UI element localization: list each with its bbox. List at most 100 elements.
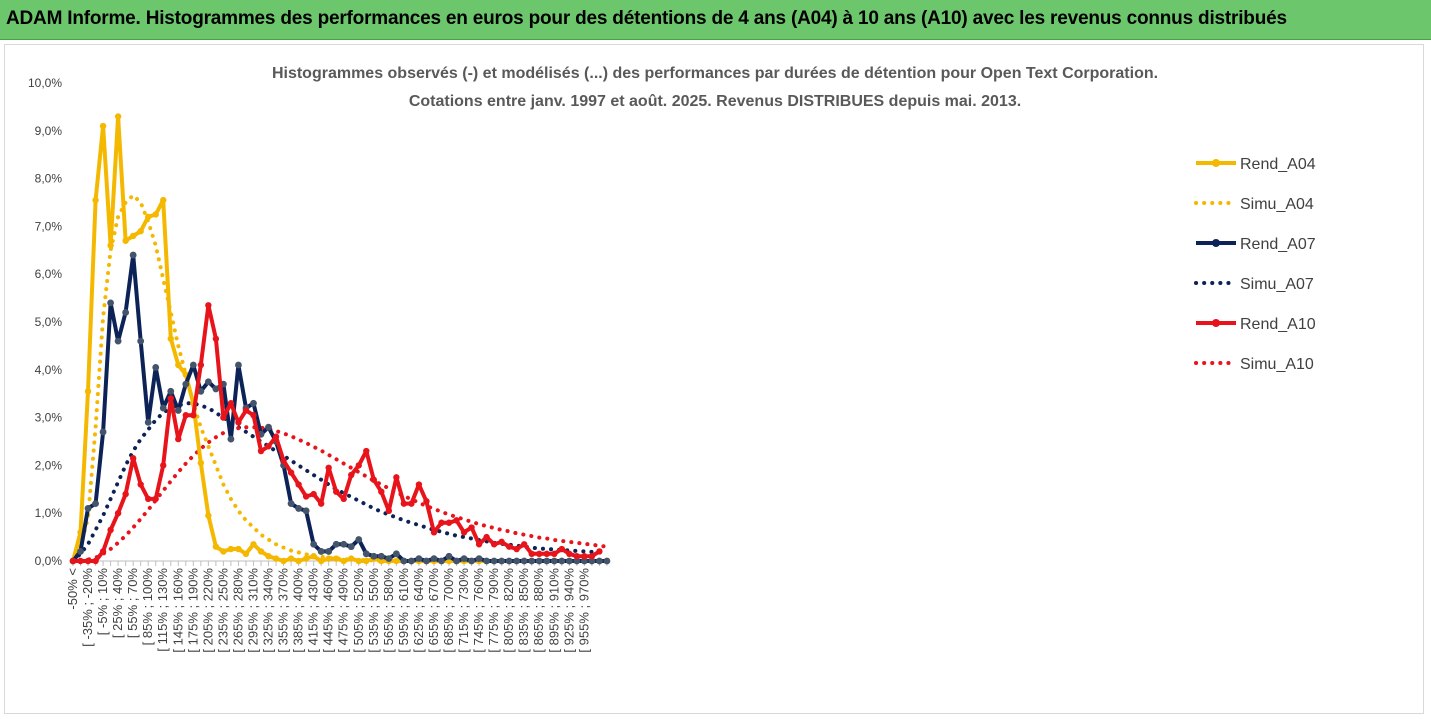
data-point [250,412,257,419]
data-point [430,529,438,536]
data-point [137,227,144,235]
y-tick-label: 6,0% [35,267,63,281]
data-point [588,553,596,560]
data-point [438,557,445,565]
data-point [84,557,92,565]
data-point [92,196,99,204]
data-point [114,113,122,120]
data-point [145,213,152,221]
data-point [235,419,242,426]
data-point [385,555,393,563]
data-point [438,519,445,526]
data-point [310,540,318,548]
data-point [340,495,347,503]
y-tick-label: 3,0% [35,411,63,425]
data-point [302,555,310,562]
data-point [272,433,280,440]
data-point [415,481,423,488]
x-tick-label: [ 175% ; 190% [185,568,200,653]
data-point [227,545,235,553]
data-point [468,524,475,531]
data-point [378,557,385,565]
data-point [197,459,205,467]
data-point [393,557,400,565]
data-point [415,555,423,563]
data-point [295,557,302,565]
data-point [137,481,144,488]
data-point [535,557,543,565]
chart-title: Histogrammes observés (-) et modélisés (… [272,65,1158,82]
y-tick-label: 0,0% [35,554,63,568]
data-point [174,407,182,414]
data-point [159,404,167,412]
x-tick-label: [ 655% ; 670% [426,568,441,653]
data-point [565,557,573,565]
data-point [204,378,212,386]
data-point [603,557,611,565]
x-tick-label: [ 775% ; 790% [486,568,501,653]
x-tick-label: [ 535% ; 550% [366,568,381,653]
data-point [355,557,362,565]
data-point [355,536,363,543]
data-point [370,476,377,483]
x-tick-label: [ 925% ; 940% [561,568,576,653]
data-point [393,474,400,481]
y-tick-label: 4,0% [35,363,63,377]
data-point [588,557,596,565]
data-point [558,557,566,565]
data-point [295,505,302,512]
data-point [348,471,355,479]
data-point [408,557,415,565]
x-tick-label: [ 625% ; 640% [411,568,426,653]
data-point [513,557,521,565]
data-point [129,455,137,462]
x-tick-label: [ 835% ; 850% [516,568,531,653]
data-point [287,469,295,476]
data-point [77,548,84,555]
data-point [257,548,265,555]
x-tick-label: [ 25% ; 40% [110,568,125,639]
x-tick-label: [ -5% ; 10% [95,568,110,636]
legend: Rend_A04 Simu_A04 Rend_A07 Simu_A07 Rend_A10… [1194,156,1316,373]
data-point [182,380,190,388]
legend-label: Simu_A04 [1240,196,1314,213]
legend-label: Rend_A10 [1240,316,1316,333]
data-point [242,407,250,414]
data-point [84,505,92,512]
x-tick-label: [ 955% ; 970% [576,568,591,653]
data-point [167,387,175,395]
data-point [92,500,99,508]
data-point [475,555,483,563]
data-point [468,557,475,565]
data-point [528,550,535,558]
data-point [513,545,520,553]
data-point [498,557,506,565]
data-point [167,395,174,402]
x-tick-label: [ 445% ; 460% [321,568,336,653]
legend-marker [1212,319,1220,327]
x-tick-label: [ 355% ; 370% [276,568,291,653]
data-point [490,557,498,565]
data-point [227,400,235,407]
data-point [189,361,197,369]
data-point [205,302,212,309]
legend-marker [1212,239,1220,247]
data-point [505,557,513,565]
data-point [543,557,551,565]
data-point [287,500,295,508]
x-tick-label: [ 385% ; 400% [291,568,306,653]
data-point [310,490,317,498]
data-point [107,526,114,534]
data-point [137,337,145,345]
data-point [265,443,272,450]
data-point [378,488,385,495]
data-point [400,500,408,507]
data-point [400,557,408,565]
data-point [445,552,453,560]
x-tick-label: [ 565% ; 580% [381,568,396,653]
data-point [152,495,159,503]
x-tick-label: [ 115% ; 130% [155,568,170,652]
data-point [596,548,603,555]
data-point [160,462,167,469]
data-point [521,541,528,548]
